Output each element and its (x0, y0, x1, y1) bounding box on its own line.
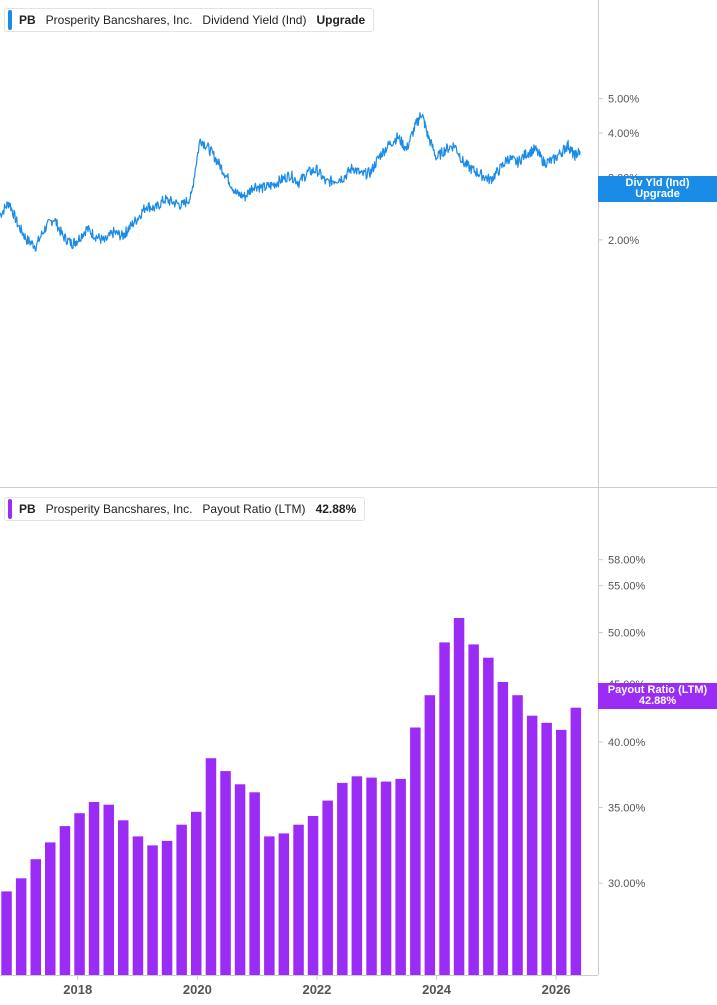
top-legend-upgrade[interactable]: Upgrade (316, 13, 366, 27)
payout-bar (176, 824, 187, 975)
div-yield-tag[interactable]: Div Yld (Ind) Upgrade (598, 176, 717, 202)
payout-bar (453, 618, 465, 975)
top-legend-metric: Dividend Yield (Ind) (202, 13, 307, 27)
payout-bar (483, 657, 494, 975)
bottom-y-tick-label: 58.00% (608, 555, 646, 567)
x-tick-label: 2022 (302, 982, 331, 997)
payout-bar (424, 695, 436, 975)
bottom-y-tick-label: 30.00% (608, 878, 646, 890)
payout-bar (570, 707, 582, 975)
payout-bar (1, 891, 12, 975)
payout-bar (541, 722, 552, 975)
payout-bar (191, 811, 202, 975)
payout-bar (322, 800, 333, 975)
bottom-y-tick-label: 50.00% (608, 627, 646, 639)
x-tick-label: 2024 (422, 982, 452, 997)
chart-frame (0, 0, 717, 976)
bottom-y-axis-ticks: 58.00%55.00%50.00%45.00%40.00%35.00%30.0… (598, 555, 646, 890)
payout-bar (439, 642, 450, 975)
payout-bar (205, 758, 217, 975)
top-y-axis-ticks: 5.00%4.00%3.00%2.00% (598, 94, 639, 247)
payout-ratio-tag: Payout Ratio (LTM) 42.88% (598, 683, 717, 709)
x-axis-ticks: 2018 2020 2022 2024 2026 (63, 975, 571, 997)
payout-bar (468, 644, 479, 975)
payout-bar (234, 784, 246, 975)
payout-bar (161, 840, 173, 975)
payout-bar (45, 842, 56, 975)
payout-bar (249, 792, 260, 975)
payout-bar (395, 778, 406, 975)
x-tick-label: 2020 (183, 982, 212, 997)
top-legend-swatch (8, 10, 12, 30)
payout-bar (118, 820, 129, 975)
div-yield-tag-label: Div Yld (Ind) (625, 177, 690, 189)
payout-bar (307, 816, 319, 975)
payout-bar (132, 836, 144, 975)
top-legend[interactable]: PB Prosperity Bancshares, Inc. Dividend … (4, 8, 375, 32)
payout-bar (366, 777, 377, 975)
payout-bar (497, 682, 509, 975)
top-legend-ticker: PB (19, 13, 36, 27)
top-y-tick-label: 5.00% (608, 94, 639, 106)
payout-bar (337, 782, 348, 975)
dividend-yield-line (0, 112, 581, 252)
top-legend-company: Prosperity Bancshares, Inc. (45, 13, 193, 27)
bottom-legend-ticker: PB (19, 502, 36, 516)
payout-ratio-tag-value: 42.88% (638, 695, 677, 707)
payout-bar (526, 715, 538, 975)
payout-bar (410, 727, 421, 975)
x-tick-label: 2018 (63, 982, 92, 997)
bottom-legend-company: Prosperity Bancshares, Inc. (45, 502, 193, 516)
payout-bar (512, 695, 523, 975)
payout-bar (278, 833, 290, 975)
payout-bar (380, 781, 392, 975)
bottom-y-tick-label: 40.00% (608, 737, 646, 749)
bottom-legend-swatch (8, 499, 12, 519)
bottom-y-tick-label: 55.00% (608, 581, 646, 593)
top-y-tick-label: 2.00% (608, 235, 639, 247)
payout-bar (74, 813, 85, 975)
bottom-legend-metric: Payout Ratio (LTM) (202, 502, 306, 516)
div-yield-tag-value: Upgrade (635, 188, 680, 200)
payout-bar (264, 836, 275, 975)
payout-bar (293, 824, 304, 975)
payout-ratio-bars (1, 618, 582, 975)
payout-bar (556, 729, 567, 975)
payout-bar (59, 826, 71, 975)
payout-bar (147, 845, 158, 975)
payout-bar (220, 771, 231, 975)
x-tick-label: 2026 (542, 982, 571, 997)
payout-bar (351, 776, 363, 975)
bottom-y-tick-label: 35.00% (608, 803, 646, 815)
payout-bar (15, 878, 27, 975)
payout-bar (30, 859, 41, 975)
bottom-legend[interactable]: PB Prosperity Bancshares, Inc. Payout Ra… (4, 497, 366, 521)
bottom-legend-value: 42.88% (315, 502, 357, 516)
payout-ratio-tag-label: Payout Ratio (LTM) (607, 684, 708, 696)
payout-bar (88, 802, 100, 975)
payout-bar (103, 804, 114, 975)
top-y-tick-label: 4.00% (608, 128, 639, 140)
